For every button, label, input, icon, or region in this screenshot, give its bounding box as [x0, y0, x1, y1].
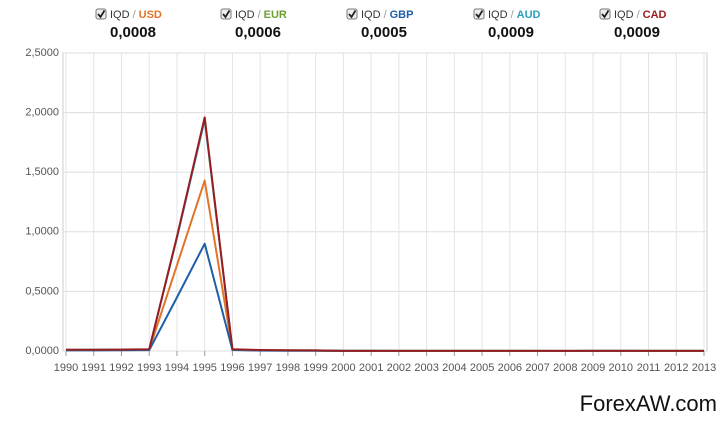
- legend-label: IQD / EUR: [235, 9, 287, 21]
- x-tick-label: 2012: [664, 362, 688, 374]
- legend-separator: /: [511, 9, 515, 21]
- legend-name: CAD: [643, 9, 667, 21]
- legend-value: 0,0009: [488, 24, 534, 41]
- x-tick-label: 1990: [54, 362, 78, 374]
- x-tick-label: 1992: [109, 362, 133, 374]
- legend-item: IQD / AUD 0,0009: [473, 8, 541, 41]
- series-line: [66, 116, 704, 352]
- legend-item: IQD / EUR 0,0006: [220, 8, 287, 41]
- legend-base: IQD: [361, 9, 381, 21]
- legend-separator: /: [637, 9, 641, 21]
- legend-label: IQD / AUD: [488, 9, 541, 21]
- plot-area: [62, 52, 708, 352]
- y-tick-label: 0,0000: [25, 345, 59, 357]
- checkbox-check: [97, 10, 106, 19]
- watermark: ForexAW.com: [580, 391, 717, 416]
- y-tick-label: 1,5000: [25, 166, 59, 178]
- checkbox-check: [348, 10, 357, 19]
- legend-checkbox[interactable]: [599, 8, 611, 20]
- x-tick-label: 1991: [81, 362, 105, 374]
- x-tick-label: 1994: [165, 362, 189, 374]
- legend-value: 0,0009: [614, 24, 660, 41]
- x-tick-label: 1997: [248, 362, 272, 374]
- x-tick-label: 2000: [331, 362, 355, 374]
- legend-item: IQD / CAD 0,0009: [599, 8, 667, 41]
- x-tick-label: 2007: [525, 362, 549, 374]
- legend-checkbox[interactable]: [220, 8, 232, 20]
- x-tick-label: 1999: [303, 362, 327, 374]
- checkbox-check: [222, 10, 231, 19]
- legend-base: IQD: [110, 9, 130, 21]
- x-tick-label: 2008: [553, 362, 577, 374]
- x-tick-label: 2001: [359, 362, 383, 374]
- legend-name: AUD: [517, 9, 541, 21]
- legend-checkbox[interactable]: [95, 8, 107, 20]
- legend-separator: /: [384, 9, 388, 21]
- x-tick-label: 2009: [581, 362, 605, 374]
- legend-value: 0,0006: [235, 24, 281, 41]
- x-tick-label: 2010: [609, 362, 633, 374]
- x-tick-label: 2002: [387, 362, 411, 374]
- legend-checkbox[interactable]: [473, 8, 485, 20]
- legend-name: EUR: [264, 9, 287, 21]
- legend-base: IQD: [488, 9, 508, 21]
- x-tick-label: 1998: [276, 362, 300, 374]
- legend-item: IQD / GBP 0,0005: [346, 8, 413, 41]
- legend-separator: /: [133, 9, 137, 21]
- legend-item: IQD / USD 0,0008: [95, 8, 162, 41]
- y-tick-label: 1,0000: [25, 226, 59, 238]
- x-tick-label: 1995: [192, 362, 216, 374]
- x-tick-label: 1993: [137, 362, 161, 374]
- x-tick-label: 2004: [442, 362, 466, 374]
- legend-separator: /: [258, 9, 262, 21]
- y-tick-label: 2,0000: [25, 107, 59, 119]
- legend-base: IQD: [235, 9, 255, 21]
- legend-label: IQD / CAD: [614, 9, 667, 21]
- legend-value: 0,0008: [110, 24, 156, 41]
- legend-base: IQD: [614, 9, 634, 21]
- legend-label: IQD / GBP: [361, 9, 413, 21]
- legend-label: IQD / USD: [110, 9, 162, 21]
- x-tick-label: 2006: [498, 362, 522, 374]
- legend-value: 0,0005: [361, 24, 407, 41]
- checkbox-check: [601, 10, 610, 19]
- y-tick-label: 0,5000: [25, 285, 59, 297]
- checkbox-check: [475, 10, 484, 19]
- legend-name: GBP: [390, 9, 414, 21]
- legend-name: USD: [139, 9, 162, 21]
- y-tick-label: 2,5000: [25, 47, 59, 59]
- x-tick-label: 2011: [637, 362, 661, 374]
- x-tick-label: 2005: [470, 362, 494, 374]
- x-tick-label: 2003: [414, 362, 438, 374]
- x-tick-label: 2013: [692, 362, 716, 374]
- legend-checkbox[interactable]: [346, 8, 358, 20]
- x-tick-label: 1996: [220, 362, 244, 374]
